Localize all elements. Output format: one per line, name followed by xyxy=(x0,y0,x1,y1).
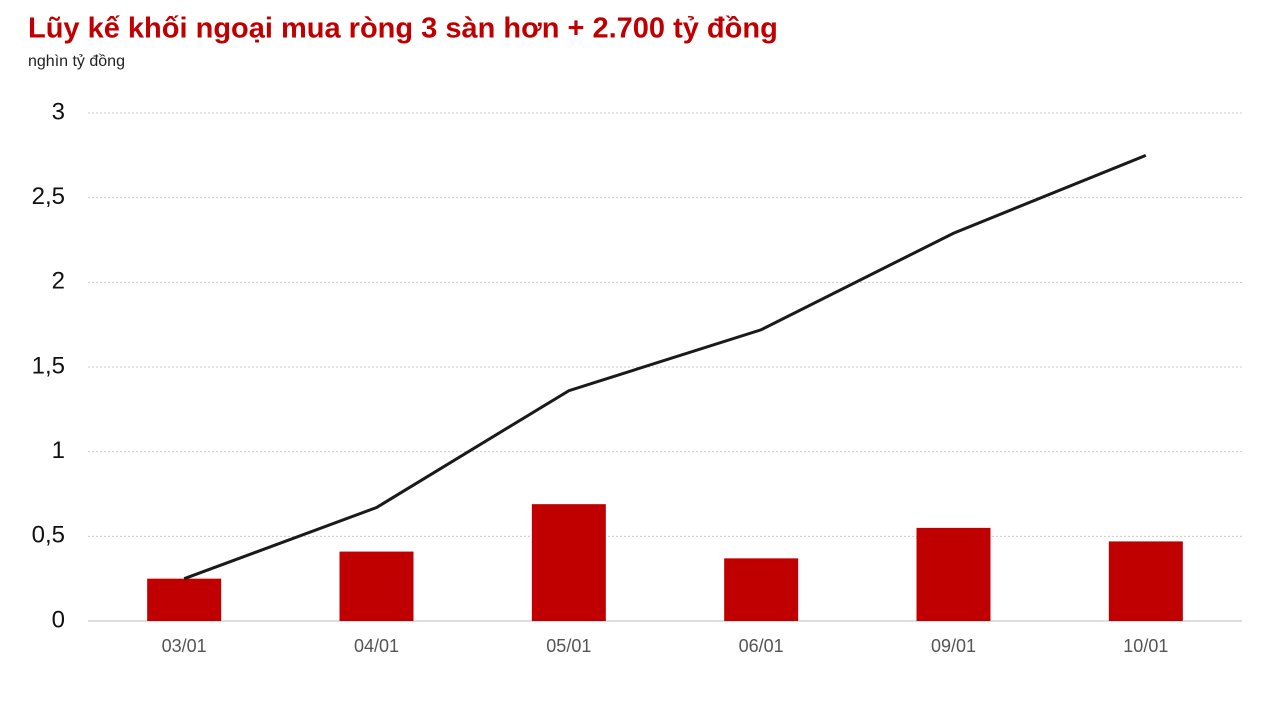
bar xyxy=(339,551,414,621)
bar xyxy=(147,578,222,621)
x-tick-label: 03/01 xyxy=(162,636,207,656)
y-tick-label: 1 xyxy=(52,437,65,464)
x-tick-label: 04/01 xyxy=(354,636,399,656)
bar xyxy=(1108,541,1183,621)
y-tick-label: 3 xyxy=(52,98,65,125)
bar xyxy=(531,504,606,621)
x-tick-label: 10/01 xyxy=(1123,636,1168,656)
x-tick-label: 09/01 xyxy=(931,636,976,656)
y-tick-label: 0 xyxy=(52,606,65,633)
chart-subtitle: nghìn tỷ đồng xyxy=(28,53,125,70)
bar xyxy=(724,558,799,621)
bar xyxy=(916,527,991,621)
y-tick-label: 2,5 xyxy=(32,183,65,210)
line xyxy=(183,153,1147,581)
y-tick-label: 0,5 xyxy=(32,522,65,549)
x-tick-label: 05/01 xyxy=(546,636,591,656)
y-tick-label: 1,5 xyxy=(32,352,65,379)
x-tick-label: 06/01 xyxy=(739,636,784,656)
y-tick-label: 2 xyxy=(52,268,65,295)
chart-title: Lũy kế khối ngoại mua ròng 3 sàn hơn + 2… xyxy=(28,13,778,45)
